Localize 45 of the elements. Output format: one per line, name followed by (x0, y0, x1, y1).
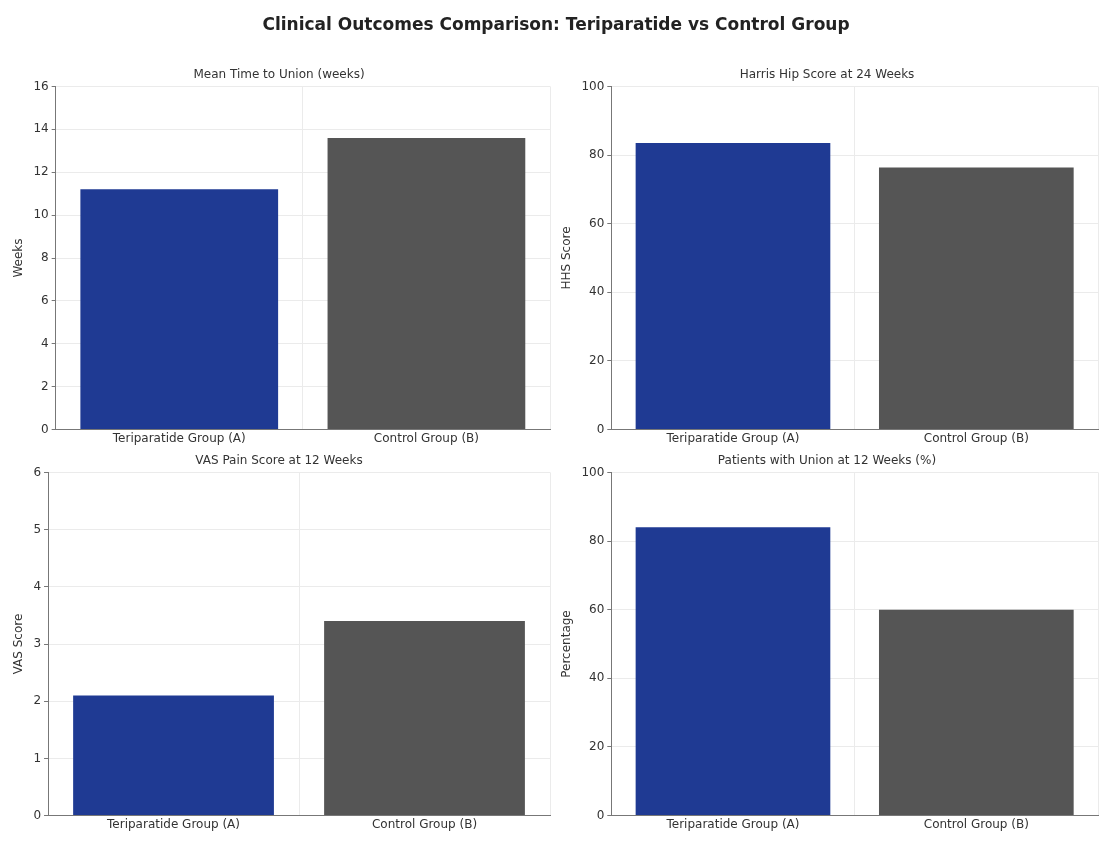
y-tick-label: 6 (33, 464, 42, 479)
y-tick-label: 60 (589, 215, 605, 230)
y-tick-label: 40 (589, 284, 605, 299)
y-tick-label: 1 (33, 750, 42, 765)
y-tick-label: 8 (41, 250, 49, 265)
y-tick-label: 0 (596, 807, 605, 822)
y-tick-label: 80 (589, 147, 605, 162)
y-tick-label: 100 (581, 464, 605, 479)
chart-title: Patients with Union at 12 Weeks (%) (717, 453, 937, 468)
y-tick-label: 16 (33, 78, 49, 93)
y-tick-label: 5 (33, 521, 42, 536)
y-tick-label: 3 (33, 636, 42, 651)
x-tick-label: Control Group (B) (371, 816, 478, 831)
y-tick-label: 0 (33, 807, 42, 822)
x-tick-label: Control Group (B) (373, 430, 479, 445)
y-tick-label: 2 (33, 693, 42, 708)
y-axis-title: Percentage (559, 610, 574, 678)
y-tick-label: 14 (33, 121, 49, 136)
y-tick-label: 40 (589, 670, 605, 685)
chart-title: Harris Hip Score at 24 Weeks (739, 67, 915, 82)
y-tick-label: 4 (33, 578, 42, 593)
y-axis-title: VAS Score (11, 613, 26, 675)
y-tick-label: 0 (596, 421, 605, 436)
y-tick-label: 12 (33, 164, 49, 179)
x-tick-label: Teriparatide Group (A) (665, 430, 800, 445)
y-tick-label: 4 (41, 335, 49, 350)
y-tick-label: 20 (589, 739, 605, 754)
y-tick-label: 20 (589, 353, 605, 368)
y-tick-label: 80 (589, 533, 605, 548)
x-tick-label: Teriparatide Group (A) (665, 816, 800, 831)
y-axis-title: Weeks (11, 238, 26, 278)
y-tick-label: 100 (581, 78, 605, 93)
x-tick-label: Control Group (B) (923, 430, 1029, 445)
y-tick-label: 60 (589, 601, 605, 616)
chart-title: Mean Time to Union (weeks) (193, 67, 365, 82)
y-tick-label: 0 (41, 421, 49, 436)
x-tick-label: Control Group (B) (923, 816, 1029, 831)
chart-title: VAS Pain Score at 12 Weeks (195, 453, 363, 468)
y-tick-label: 6 (41, 293, 49, 308)
y-tick-label: 10 (33, 207, 49, 222)
y-axis-title: HHS Score (559, 226, 574, 290)
text: Clinical Outcomes Comparison: Teriparatide vs Control Group (261, 14, 851, 34)
y-tick-label: 2 (41, 378, 49, 393)
x-tick-label: Teriparatide Group (A) (106, 816, 241, 831)
x-tick-label: Teriparatide Group (A) (111, 430, 246, 445)
